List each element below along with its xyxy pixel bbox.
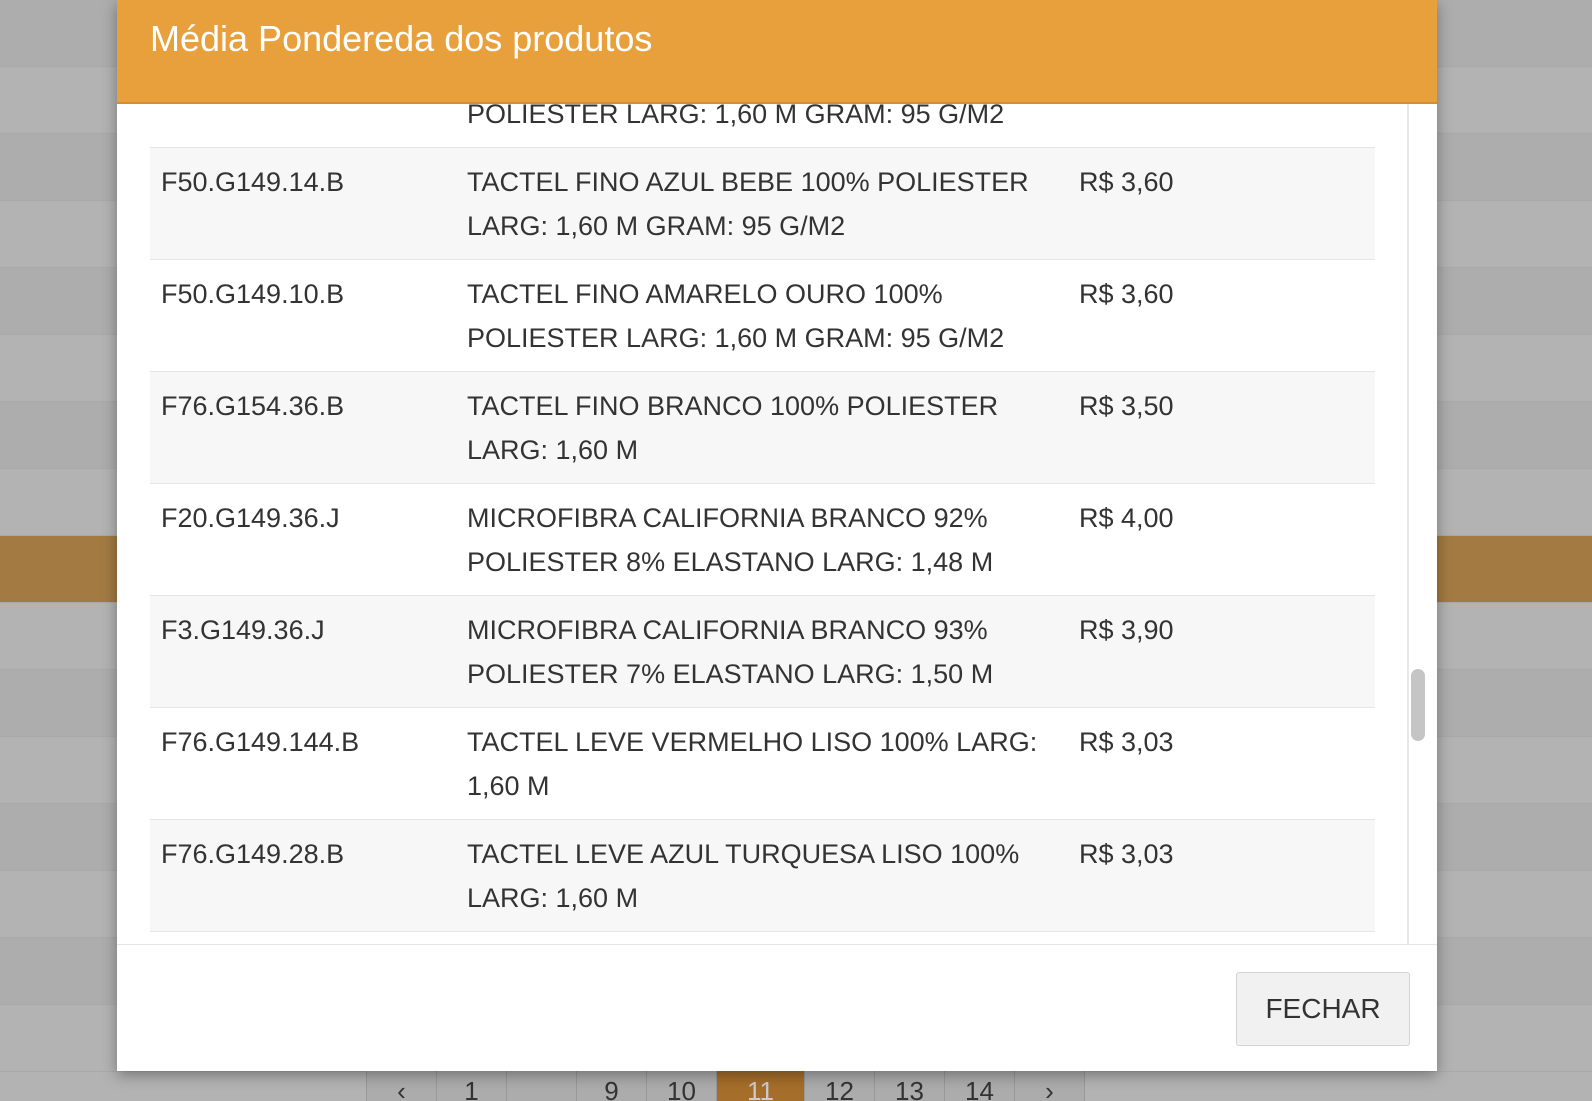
page-12[interactable]: 12 <box>805 1071 875 1101</box>
product-description: TACTEL LEVE VERMELHO LISO 100% LARG: 1,6… <box>467 727 1038 801</box>
product-description: POLIESTER LARG: 1,60 M GRAM: 95 G/M2 <box>467 104 1005 129</box>
page-10[interactable]: 10 <box>647 1071 717 1101</box>
page-ellipsis <box>507 1071 577 1101</box>
product-price: R$ 3,50 <box>1079 391 1174 421</box>
page-14[interactable]: 14 <box>945 1071 1015 1101</box>
product-price: R$ 3,60 <box>1079 167 1174 197</box>
product-code: F50.G149.14.B <box>161 167 345 197</box>
table-row: F20.G149.36.J MICROFIBRA CALIFORNIA BRANC… <box>150 484 1375 596</box>
modal-title: Média Pondereda dos produtos <box>117 0 1437 104</box>
table-row: F76.G154.36.B TACTEL FINO BRANCO 100% POL… <box>150 372 1375 484</box>
close-button[interactable]: FECHAR <box>1236 972 1410 1046</box>
product-code: F3.G149.36.J <box>161 615 325 645</box>
weighted-average-modal: Média Pondereda dos produtos POLIESTER L… <box>117 0 1437 1071</box>
modal-body: POLIESTER LARG: 1,60 M GRAM: 95 G/M2 F50… <box>117 104 1437 944</box>
page-13[interactable]: 13 <box>875 1071 945 1101</box>
product-description: MICROFIBRA CALIFORNIA BRANCO 93% POLIEST… <box>467 615 994 689</box>
product-code: F76.G149.144.B <box>161 727 360 757</box>
product-description: TACTEL LEVE AZUL TURQUESA LISO 100% LARG… <box>467 839 1020 913</box>
pagination-prev[interactable]: ‹ <box>367 1071 437 1101</box>
product-price: R$ 3,03 <box>1079 727 1174 757</box>
table-row: F3.G149.36.J MICROFIBRA CALIFORNIA BRANCO… <box>150 596 1375 708</box>
table-row: F76.G149.144.B TACTEL LEVE VERMELHO LISO … <box>150 708 1375 820</box>
product-description: TACTEL FINO AMARELO OURO 100% POLIESTER … <box>467 279 1005 353</box>
table-row: F50.G149.14.B TACTEL FINO AZUL BEBE 100% … <box>150 148 1375 260</box>
pagination: ‹ 1 9 10 11 12 13 14 › <box>366 1071 1085 1101</box>
product-description: MICROFIBRA CALIFORNIA BRANCO 92% POLIEST… <box>467 503 994 577</box>
scrollbar-thumb[interactable] <box>1411 669 1425 741</box>
product-code: F50.G149.10.B <box>161 279 345 309</box>
page-11-current[interactable]: 11 <box>717 1071 805 1101</box>
product-price: R$ 3,90 <box>1079 615 1174 645</box>
modal-footer: FECHAR <box>117 944 1437 1071</box>
product-description: TACTEL FINO AZUL BEBE 100% POLIESTER LAR… <box>467 167 1029 241</box>
product-code: F76.G149.28.B <box>161 839 345 869</box>
product-price: R$ 4,00 <box>1079 503 1174 533</box>
product-price: R$ 3,60 <box>1079 279 1174 309</box>
scrollbar-track[interactable] <box>1407 104 1409 944</box>
table-row: F76.G149.28.B TACTEL LEVE AZUL TURQUESA L… <box>150 820 1375 932</box>
pagination-next[interactable]: › <box>1015 1071 1085 1101</box>
product-code: F76.G154.36.B <box>161 391 345 421</box>
page-1[interactable]: 1 <box>437 1071 507 1101</box>
product-code: F20.G149.36.J <box>161 503 340 533</box>
product-price: R$ 3,03 <box>1079 839 1174 869</box>
page-9[interactable]: 9 <box>577 1071 647 1101</box>
product-list: POLIESTER LARG: 1,60 M GRAM: 95 G/M2 F50… <box>150 104 1375 932</box>
product-description: TACTEL FINO BRANCO 100% POLIESTER LARG: … <box>467 391 999 465</box>
table-row-partial: POLIESTER LARG: 1,60 M GRAM: 95 G/M2 <box>150 104 1375 148</box>
table-row: F50.G149.10.B TACTEL FINO AMARELO OURO 10… <box>150 260 1375 372</box>
